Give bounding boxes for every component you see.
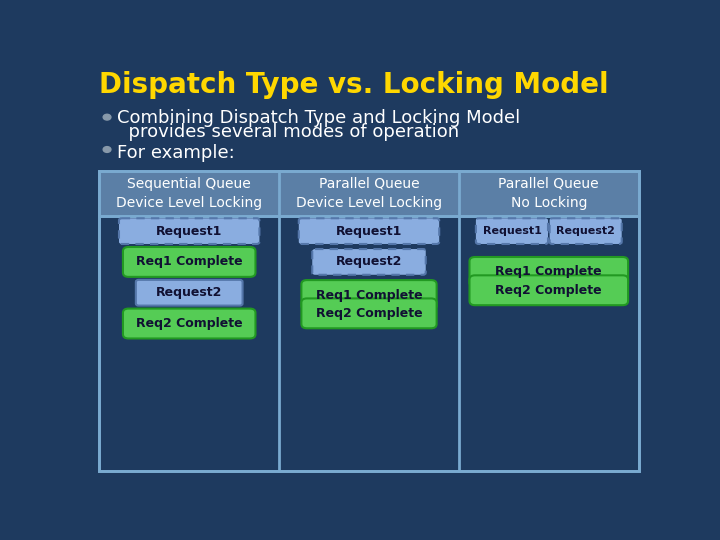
- FancyBboxPatch shape: [136, 280, 243, 306]
- Text: Req1 Complete: Req1 Complete: [495, 266, 602, 279]
- FancyBboxPatch shape: [99, 171, 639, 215]
- Text: Req2 Complete: Req2 Complete: [495, 284, 602, 297]
- FancyBboxPatch shape: [476, 218, 548, 244]
- FancyBboxPatch shape: [302, 299, 436, 328]
- FancyBboxPatch shape: [119, 218, 259, 244]
- Text: Request2: Request2: [557, 226, 615, 236]
- Text: Parallel Queue
No Locking: Parallel Queue No Locking: [498, 177, 599, 210]
- FancyBboxPatch shape: [99, 215, 639, 471]
- FancyBboxPatch shape: [312, 249, 426, 275]
- Circle shape: [103, 114, 111, 120]
- Text: Request2: Request2: [156, 286, 222, 299]
- Text: provides several modes of operation: provides several modes of operation: [117, 123, 459, 141]
- FancyBboxPatch shape: [123, 308, 256, 339]
- Text: Request1: Request1: [156, 225, 222, 238]
- Text: Req1 Complete: Req1 Complete: [136, 255, 243, 268]
- Text: Sequential Queue
Device Level Locking: Sequential Queue Device Level Locking: [116, 177, 262, 210]
- Text: Request2: Request2: [336, 255, 402, 268]
- Text: Dispatch Type vs. Locking Model: Dispatch Type vs. Locking Model: [99, 71, 609, 99]
- FancyBboxPatch shape: [549, 218, 621, 244]
- Text: Request1: Request1: [482, 226, 541, 236]
- Text: Req2 Complete: Req2 Complete: [315, 307, 423, 320]
- FancyBboxPatch shape: [299, 218, 439, 244]
- FancyBboxPatch shape: [123, 247, 256, 277]
- Text: For example:: For example:: [117, 144, 235, 162]
- Circle shape: [103, 147, 111, 152]
- FancyBboxPatch shape: [469, 275, 628, 305]
- Text: Combining Dispatch Type and Locking Model: Combining Dispatch Type and Locking Mode…: [117, 110, 521, 127]
- FancyBboxPatch shape: [469, 257, 628, 287]
- Text: Request1: Request1: [336, 225, 402, 238]
- FancyBboxPatch shape: [302, 280, 436, 310]
- Text: Req2 Complete: Req2 Complete: [136, 317, 243, 330]
- Text: Parallel Queue
Device Level Locking: Parallel Queue Device Level Locking: [296, 177, 442, 210]
- Text: Req1 Complete: Req1 Complete: [315, 288, 423, 301]
